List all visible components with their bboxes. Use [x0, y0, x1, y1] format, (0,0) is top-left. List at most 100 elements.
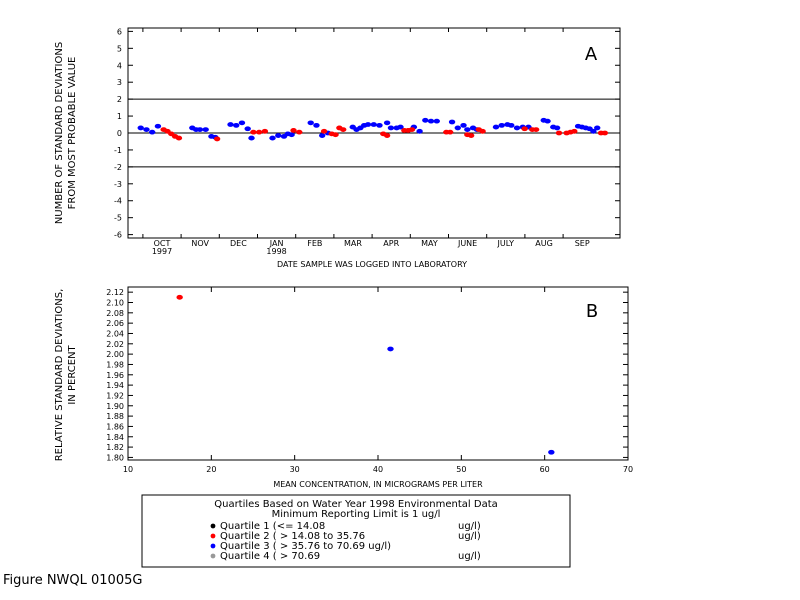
x-year-label: 1998	[266, 247, 286, 256]
data-point	[448, 119, 456, 125]
x-tick-label: NOV	[191, 239, 209, 248]
data-point	[446, 129, 454, 135]
data-point	[296, 129, 303, 135]
figure-label: Figure NWQL 01005G	[3, 573, 142, 588]
y-axis-label: RELATIVE STANDARD DEVIATIONS, IN PERCENT	[54, 289, 78, 462]
x-tick-label: 40	[373, 465, 383, 474]
data-point	[408, 127, 416, 133]
y-tick-label: -4	[114, 197, 122, 206]
y-tick-label: 6	[117, 27, 122, 36]
y-tick-label: 2.06	[106, 319, 124, 328]
panel-letter: A	[585, 44, 598, 65]
data-point	[521, 126, 528, 132]
data-point	[433, 118, 440, 124]
data-point	[397, 124, 404, 130]
data-point	[479, 128, 486, 134]
plot-frame	[127, 286, 629, 461]
data-point	[467, 133, 475, 138]
y-tick-label: 1.92	[106, 391, 124, 400]
y-axis-label-line: NUMBER OF STANDARD DEVIATIONS	[54, 42, 65, 224]
y-tick-label: -3	[114, 180, 122, 189]
legend-item-label: Quartile 3 ( > 35.76 to 70.69 ug/l)	[220, 541, 391, 552]
y-axis-label-line: IN PERCENT	[67, 344, 78, 404]
data-point	[148, 129, 156, 135]
data-point	[176, 294, 183, 300]
y-tick-label: 1.90	[106, 402, 124, 411]
x-tick-label: 10	[123, 465, 133, 474]
data-point	[513, 125, 521, 131]
data-point	[590, 128, 597, 134]
data-point	[416, 128, 423, 134]
y-tick-label: 2.12	[106, 288, 124, 297]
y-tick-label: 4	[117, 61, 122, 70]
legend-subtitle: Minimum Reporting Limit is 1 ug/l	[272, 509, 441, 520]
x-tick-label: 20	[206, 465, 216, 474]
y-tick-label: 1.84	[106, 433, 124, 442]
y-tick-label: -6	[114, 231, 122, 240]
y-tick-label: 1.88	[106, 412, 124, 421]
data-point	[290, 128, 297, 133]
y-tick-label: -1	[114, 146, 122, 155]
x-tick-label: 70	[623, 465, 633, 474]
y-tick-label: -5	[114, 214, 122, 223]
x-tick-label: 30	[290, 465, 300, 474]
data-point	[227, 122, 234, 127]
legend-item-unit: ug/l)	[458, 531, 481, 542]
legend-item-unit: ug/l)	[458, 521, 481, 532]
data-point	[464, 127, 471, 133]
x-tick-label: SEP	[575, 239, 590, 248]
data-point	[307, 120, 314, 126]
y-tick-label: 2.10	[106, 298, 124, 307]
data-point	[427, 118, 435, 124]
data-point	[275, 133, 282, 138]
y-axis-label-line: FROM MOST PROBABLE VALUE	[67, 57, 78, 210]
x-tick-label: JAN	[269, 239, 284, 248]
data-point	[571, 128, 578, 134]
x-tick-label: AUG	[535, 239, 553, 248]
y-tick-label: 1	[117, 112, 122, 121]
data-point	[555, 130, 563, 136]
x-axis-label: DATE SAMPLE WAS LOGGED INTO LABORATORY	[277, 260, 467, 269]
y-tick-label: 0	[117, 129, 122, 138]
legend: Quartiles Based on Water Year 1998 Envir…	[141, 494, 571, 568]
y-tick-label: 1.86	[106, 422, 124, 431]
data-point	[332, 132, 339, 138]
data-point	[594, 125, 601, 131]
data-point	[492, 124, 500, 130]
data-point	[154, 123, 162, 129]
data-point	[269, 135, 276, 141]
legend-title: Quartiles Based on Water Year 1998 Envir…	[214, 499, 498, 510]
data-point	[376, 122, 383, 128]
data-point	[339, 127, 347, 133]
data-point	[248, 135, 255, 141]
data-point	[233, 122, 240, 128]
data-point	[137, 125, 144, 131]
x-tick-label: 60	[540, 465, 550, 474]
x-axis-label: MEAN CONCENTRATION, IN MICROGRAMS PER LI…	[273, 480, 483, 489]
y-tick-label: 2.04	[106, 329, 124, 338]
data-point	[318, 133, 326, 138]
x-tick-label: APR	[383, 239, 399, 248]
x-tick-label: JULY	[497, 239, 515, 248]
legend-marker	[210, 543, 216, 549]
data-point	[213, 136, 221, 142]
x-tick-label: MAR	[344, 239, 362, 248]
data-point	[196, 127, 204, 133]
data-point	[387, 346, 394, 352]
x-tick-label: DEC	[230, 239, 247, 248]
data-point	[532, 127, 540, 133]
y-tick-label: 1.80	[106, 453, 124, 462]
data-point	[238, 120, 246, 126]
y-tick-label: 1.82	[106, 443, 124, 452]
data-point	[548, 449, 555, 455]
data-point	[601, 130, 609, 136]
legend-item-label: Quartile 2 ( > 14.08 to 35.76	[220, 531, 365, 542]
data-point	[288, 132, 295, 138]
legend-item-label: Quartile 1 (<= 14.08	[220, 521, 325, 532]
y-tick-label: 2.02	[106, 340, 124, 349]
data-point	[261, 128, 269, 134]
y-tick-label: -2	[114, 163, 122, 172]
y-tick-label: 5	[117, 44, 122, 53]
y-tick-label: 2	[117, 95, 122, 104]
